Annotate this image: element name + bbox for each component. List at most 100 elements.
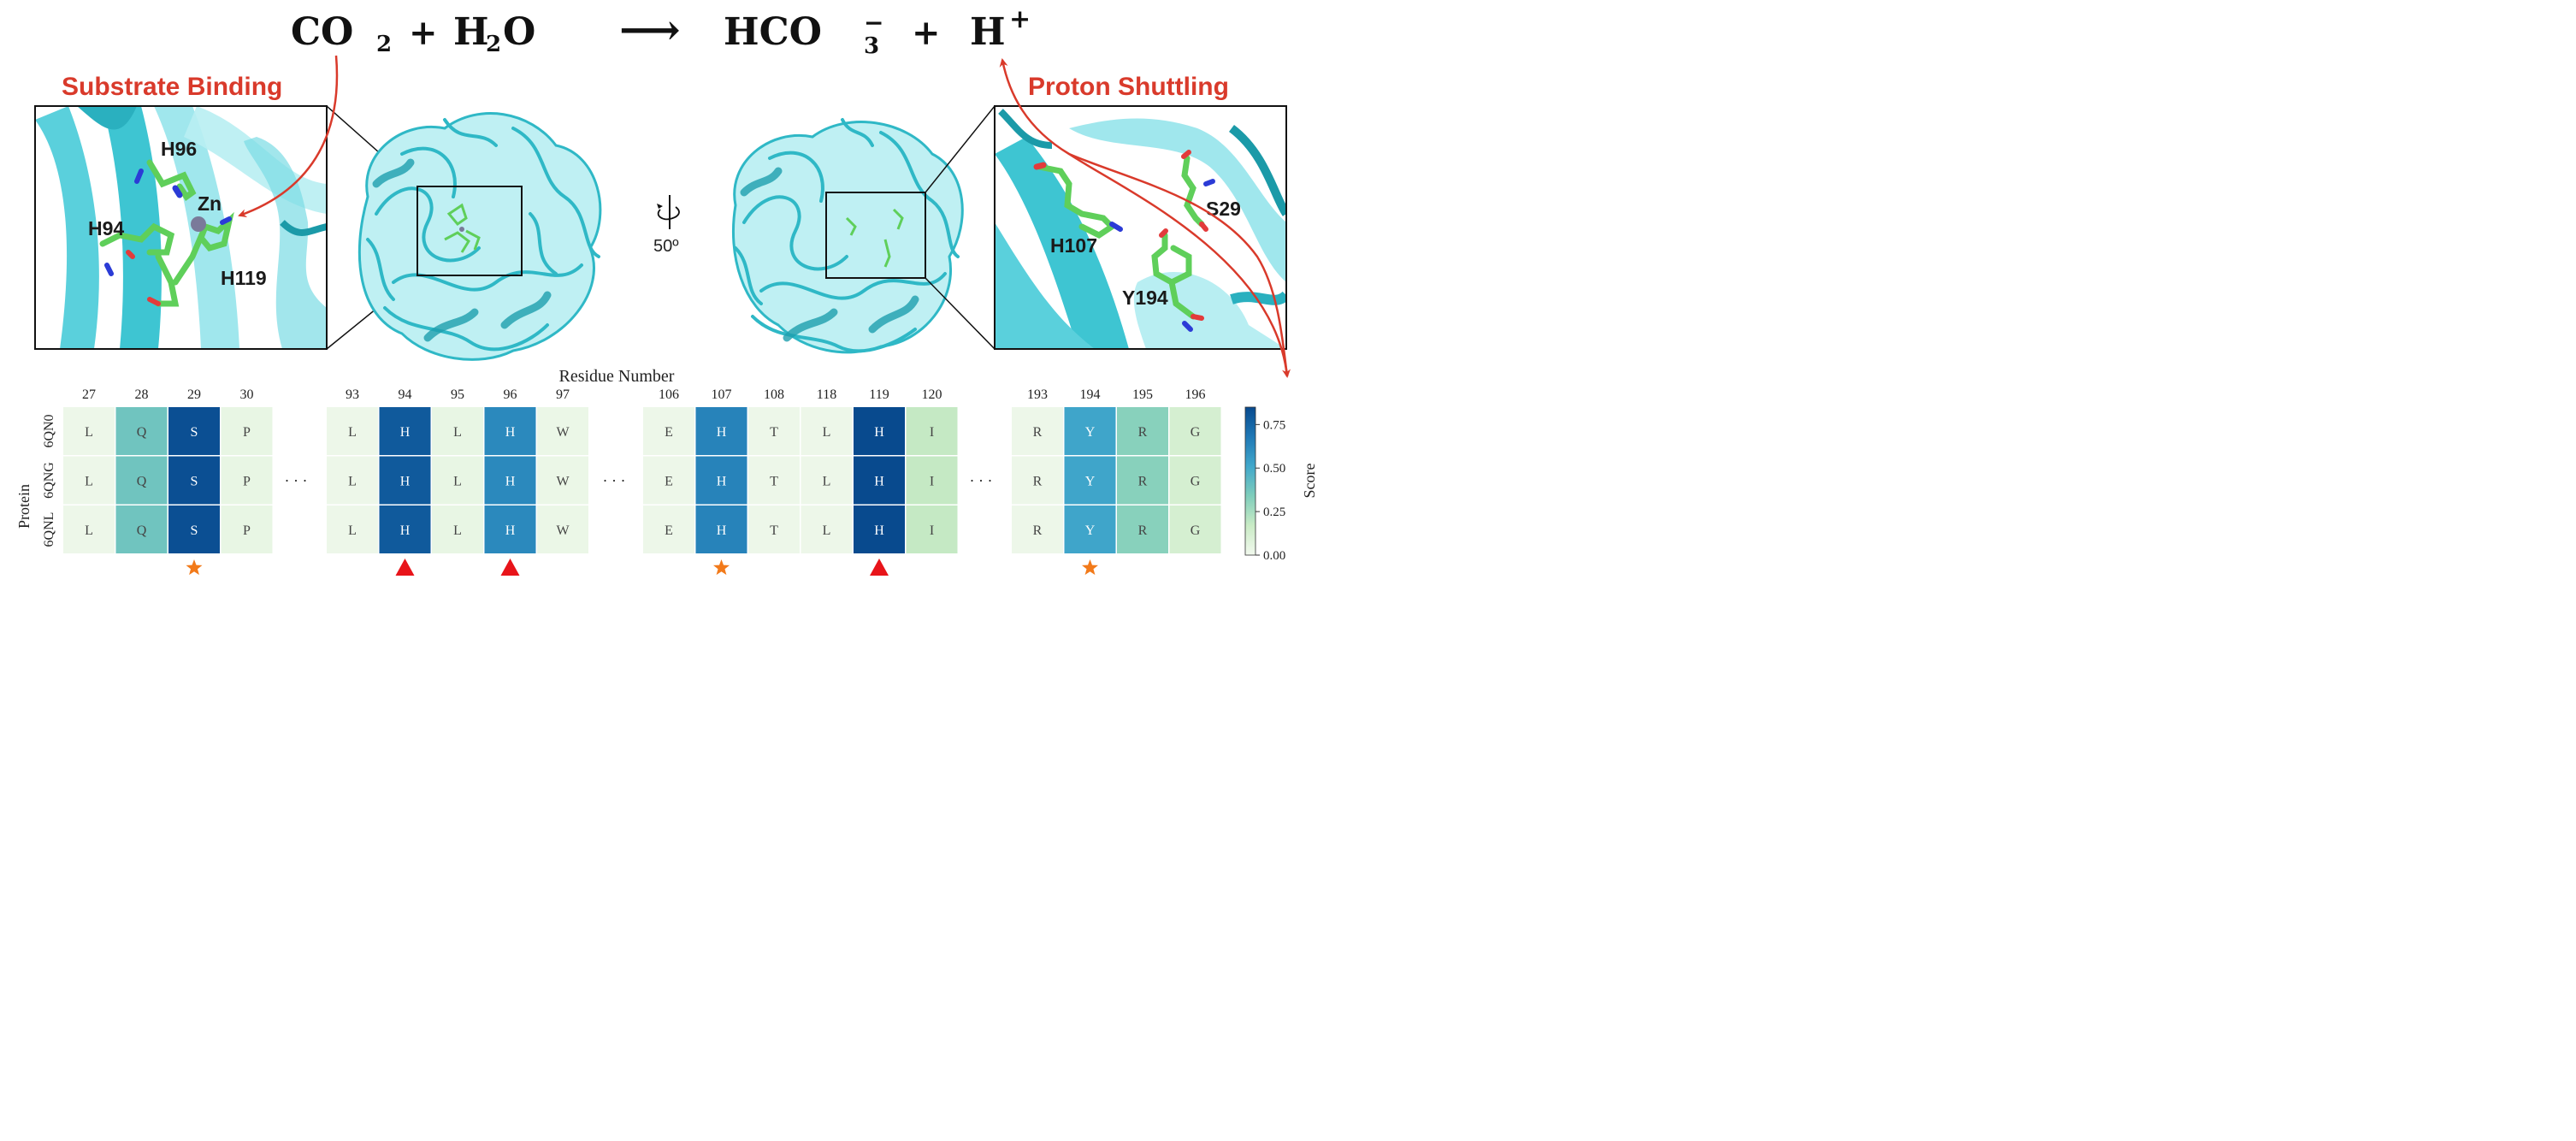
heatmap-cell xyxy=(63,505,115,553)
zoom-region-box-right xyxy=(825,192,926,279)
heatmap-cell xyxy=(379,456,431,505)
residue-letter: T xyxy=(770,425,778,440)
heatmap-cell xyxy=(695,505,747,553)
residue-letter: P xyxy=(243,425,251,440)
rotate-icon xyxy=(657,206,680,221)
heatmap-cell xyxy=(801,407,853,455)
residue-letter: H xyxy=(717,475,727,489)
residue-number-tick: 193 xyxy=(1027,387,1048,402)
gap-ellipsis: · · · xyxy=(285,472,308,489)
heatmap-cell xyxy=(748,505,800,553)
heatmap-cell xyxy=(537,456,588,505)
heatmap-cell xyxy=(537,505,588,553)
eq-h2o-o: O xyxy=(503,10,535,54)
active-site-residues xyxy=(444,203,481,253)
heatmap-cell xyxy=(1169,407,1221,455)
residue-number-tick: 93 xyxy=(346,387,359,402)
zoom-connector xyxy=(925,277,996,350)
residue-number-tick: 28 xyxy=(135,387,149,402)
heatmap-cell xyxy=(1117,407,1168,455)
zoom-connector xyxy=(925,105,996,193)
residue-letter: Q xyxy=(137,523,147,538)
residue-letter: Y xyxy=(1085,523,1096,538)
heatmap-cell xyxy=(484,407,536,455)
residue-letter: W xyxy=(556,523,570,538)
score-colorbar: 0.00 0.25 0.50 0.75 Score xyxy=(1244,406,1318,563)
heatmap-markers xyxy=(186,559,1098,576)
protein-surface xyxy=(357,112,602,361)
heatmap-cell xyxy=(1012,407,1063,455)
residue-score-heatmap: Residue Number Protein 6QN0 6QNG 6QNL 27 L L… xyxy=(15,367,1318,576)
residue-number-tick: 120 xyxy=(922,387,942,402)
residue-letter: S xyxy=(191,425,198,440)
rotation-indicator: 50º xyxy=(653,195,680,256)
heatmap-cell xyxy=(906,505,958,553)
heatmap-cell xyxy=(168,456,220,505)
protein-row-label: 6QNG xyxy=(42,462,56,499)
eq-plus-1: + xyxy=(409,13,438,53)
residue-letter: E xyxy=(665,523,673,538)
heatmap-cell xyxy=(695,407,747,455)
residue-letter: L xyxy=(453,475,462,489)
residue-letter: I xyxy=(930,425,934,440)
residue-number-tick: 118 xyxy=(817,387,836,402)
label-zn: Zn xyxy=(198,192,222,215)
triangle-marker xyxy=(870,559,889,576)
triangle-marker xyxy=(395,559,415,576)
heatmap-cell xyxy=(432,456,483,505)
residue-letter: W xyxy=(556,425,570,440)
loop-ribbon xyxy=(77,106,137,130)
heatmap-cell xyxy=(643,505,694,553)
colorbar-tick-label: 0.25 xyxy=(1263,505,1285,519)
heatmap-cell xyxy=(379,505,431,553)
residue-sticks xyxy=(99,159,234,307)
zoom-frame-right xyxy=(994,105,1287,350)
heatmap-cell xyxy=(484,456,536,505)
heatmap-cell xyxy=(854,456,905,505)
eq-arrow: ⟶ xyxy=(619,4,681,55)
heatmap-cell xyxy=(854,407,905,455)
residue-letter: L xyxy=(823,475,831,489)
heatmap-cell xyxy=(643,407,694,455)
residue-number-tick: 194 xyxy=(1080,387,1101,402)
residue-letter: L xyxy=(85,523,93,538)
star-marker xyxy=(713,559,730,576)
protein-surface xyxy=(731,121,964,354)
residue-letter: L xyxy=(85,475,93,489)
residue-number-tick: 96 xyxy=(504,387,517,402)
proton-shuttling-zoom-panel: S29 H107 Y194 xyxy=(994,105,1287,350)
residue-y194 xyxy=(1151,232,1196,320)
heatmap-cell xyxy=(63,456,115,505)
colorbar-bar xyxy=(1244,406,1256,556)
residue-letter: I xyxy=(930,475,934,489)
residue-letter: H xyxy=(400,523,411,538)
heatmap-cell xyxy=(1012,505,1063,553)
residue-letter: H xyxy=(400,475,411,489)
residue-letter: P xyxy=(243,475,251,489)
residue-letter: Q xyxy=(137,475,147,489)
residue-letter: R xyxy=(1138,475,1148,489)
rotation-angle-label: 50º xyxy=(653,237,679,256)
heatmap-cell xyxy=(643,456,694,505)
loop-ribbon xyxy=(280,220,327,236)
residue-h94 xyxy=(99,222,175,256)
heatmap-x-title: Residue Number xyxy=(559,367,675,386)
protein-row-labels: 6QN0 6QNG 6QNL xyxy=(42,414,56,547)
heatmap-cell xyxy=(168,505,220,553)
heatmap-cell xyxy=(748,407,800,455)
eq-h2o-h: H xyxy=(453,10,489,54)
heatmap-cell xyxy=(906,456,958,505)
residue-letter: R xyxy=(1138,425,1148,440)
label-h119: H119 xyxy=(221,267,267,289)
residue-letter: L xyxy=(453,425,462,440)
heatmap-cell xyxy=(327,456,378,505)
heatmap-y-title: Protein xyxy=(15,484,32,529)
colorbar-tick-label: 0.50 xyxy=(1263,462,1285,476)
residue-sticks xyxy=(1033,150,1215,332)
label-h96: H96 xyxy=(161,138,197,160)
residue-number-tick: 95 xyxy=(451,387,464,402)
residue-letter: Q xyxy=(137,425,147,440)
heatmap-cell xyxy=(63,407,115,455)
proton-exit-arrow-up xyxy=(999,58,1289,377)
star-marker xyxy=(186,559,203,576)
